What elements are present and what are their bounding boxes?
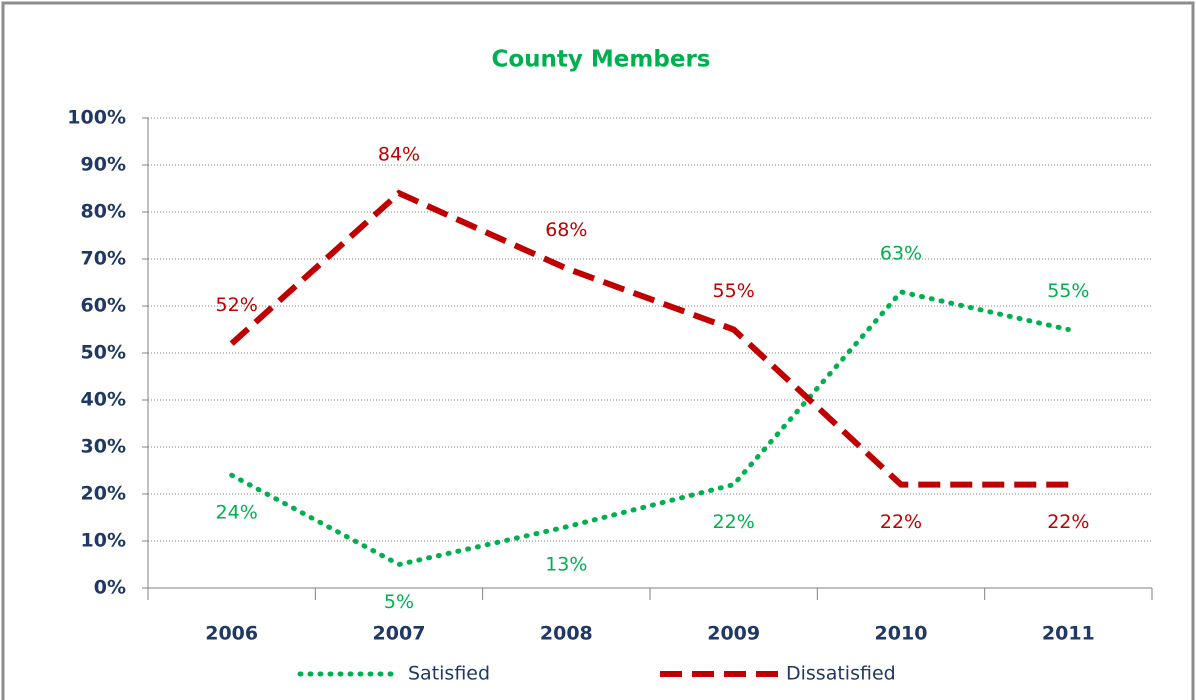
- y-tick-label: 60%: [81, 295, 126, 317]
- y-tick-label: 10%: [81, 530, 126, 552]
- data-label: 55%: [1047, 280, 1089, 302]
- data-label: 68%: [545, 219, 587, 241]
- x-tick-label: 2009: [707, 623, 760, 645]
- data-label: 52%: [216, 294, 258, 316]
- legend-label: Dissatisfied: [786, 663, 896, 685]
- y-tick-label: 90%: [81, 154, 126, 176]
- y-tick-label: 50%: [81, 342, 126, 364]
- x-tick-label: 2010: [875, 623, 928, 645]
- y-tick-label: 100%: [67, 107, 126, 129]
- x-tick-label: 2006: [205, 623, 258, 645]
- y-tick-label: 40%: [81, 389, 126, 411]
- legend-label: Satisfied: [408, 663, 490, 685]
- data-label: 84%: [378, 144, 420, 166]
- data-label: 22%: [1047, 511, 1089, 533]
- y-tick-label: 80%: [81, 201, 126, 223]
- x-tick-label: 2008: [540, 623, 593, 645]
- data-label: 13%: [545, 553, 587, 575]
- y-tick-label: 30%: [81, 436, 126, 458]
- x-tick-label: 2011: [1042, 623, 1095, 645]
- data-label: 24%: [216, 502, 258, 524]
- y-tick-label: 0%: [94, 577, 126, 599]
- y-tick-label: 20%: [81, 483, 126, 505]
- data-label: 5%: [384, 591, 414, 613]
- x-tick-label: 2007: [373, 623, 426, 645]
- data-label: 22%: [713, 511, 755, 533]
- data-label: 22%: [880, 511, 922, 533]
- chart-title: County Members: [492, 47, 711, 73]
- series-line: [229, 189, 1069, 488]
- data-label: 63%: [880, 242, 922, 264]
- data-label: 55%: [713, 280, 755, 302]
- y-tick-label: 70%: [81, 248, 126, 270]
- series-line: [229, 289, 1071, 568]
